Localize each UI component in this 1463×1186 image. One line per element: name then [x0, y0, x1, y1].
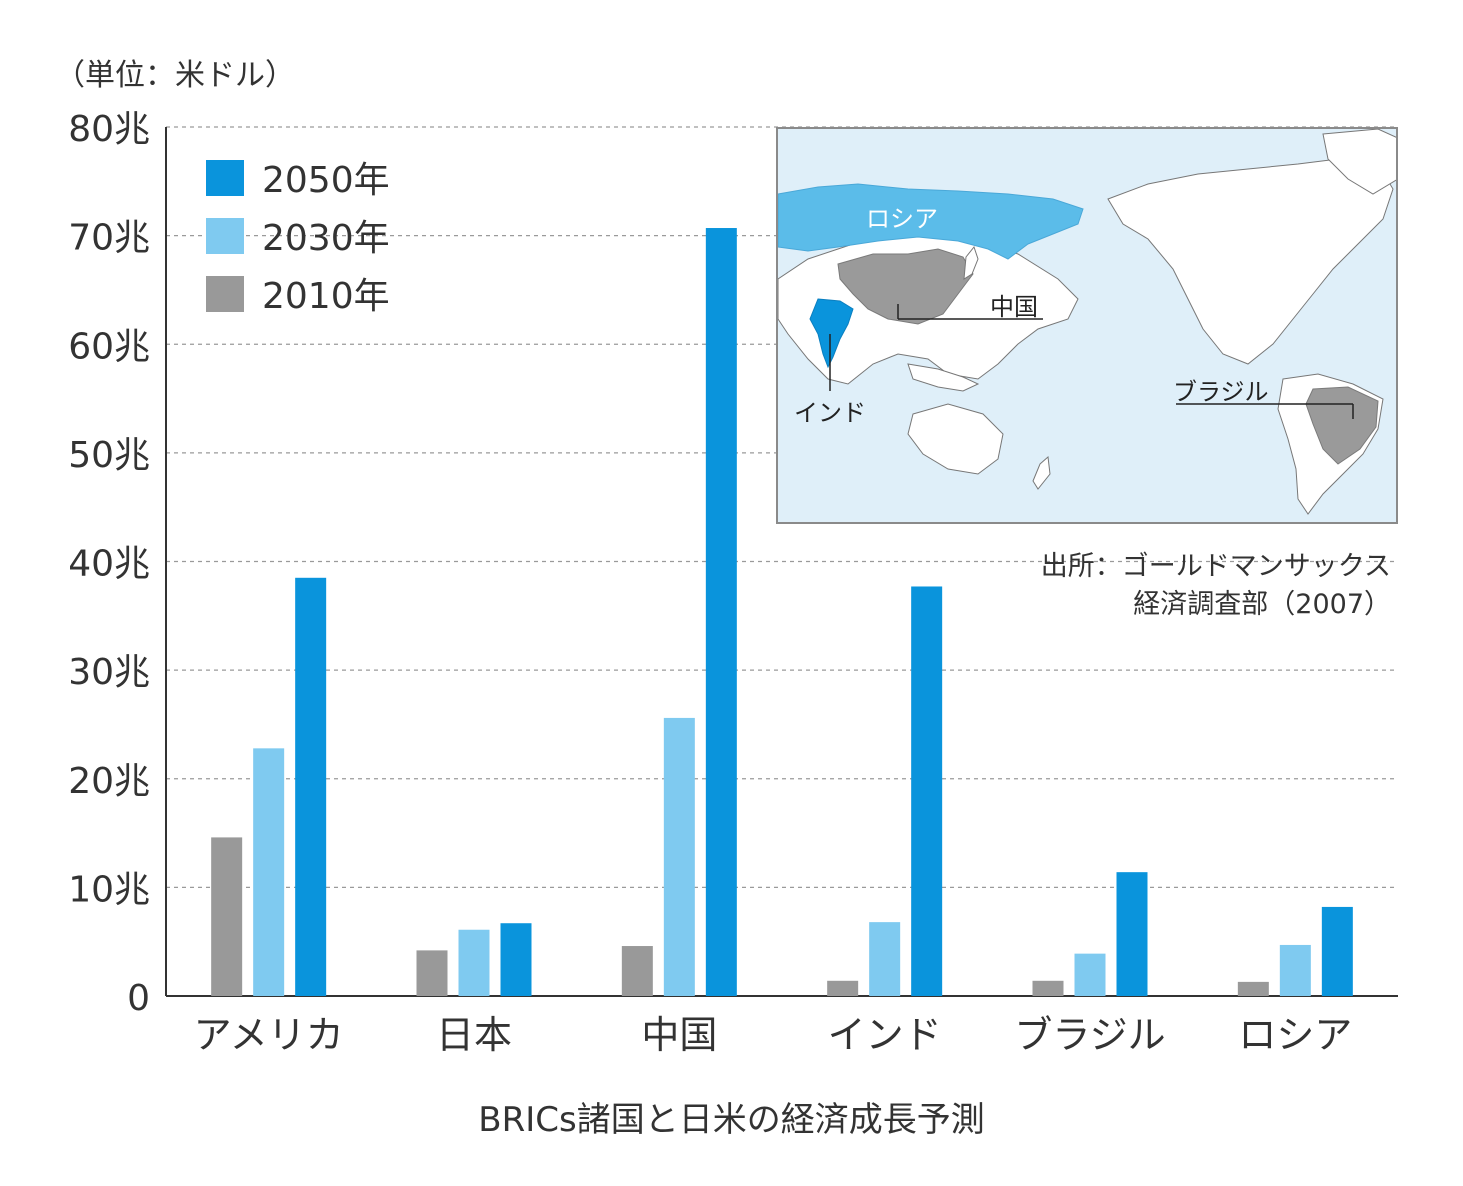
map-label-india: インド	[794, 399, 866, 427]
bar	[1116, 872, 1148, 996]
x-tick-label: 日本	[436, 1013, 512, 1057]
x-tick-label: アメリカ	[194, 1013, 344, 1057]
map-india	[809, 298, 854, 369]
legend-swatch	[206, 276, 244, 312]
chart-caption: BRICs諸国と日米の経済成長予測	[478, 1100, 985, 1140]
map-label-brazil: ブラジル	[1173, 378, 1269, 406]
source-line-1: 出所：ゴールドマンサックス	[1040, 551, 1391, 582]
source-note: 出所：ゴールドマンサックス 経済調査部（2007）	[1041, 548, 1391, 624]
world-map-graphic	[778, 129, 1396, 515]
world-map: ロシア 中国 インド ブラジル	[776, 127, 1398, 524]
bar	[1032, 980, 1064, 996]
y-tick-label: 30兆	[68, 652, 150, 693]
bar	[869, 922, 901, 996]
source-line-2: 経済調査部（2007）	[1133, 589, 1391, 620]
bar	[827, 980, 859, 996]
bar	[295, 577, 327, 996]
map-greenland	[1322, 129, 1396, 195]
x-tick-label: ブラジル	[1014, 1013, 1165, 1057]
legend-swatch	[206, 218, 244, 254]
x-tick-label: ロシア	[1238, 1013, 1352, 1057]
legend-label: 2050年	[262, 160, 390, 201]
map-japan	[963, 245, 979, 280]
y-tick-label: 70兆	[68, 218, 150, 259]
y-tick-label: 40兆	[68, 544, 150, 585]
bar	[500, 923, 532, 996]
map-label-china: 中国	[990, 293, 1038, 321]
y-tick-label: 0	[127, 978, 150, 1019]
legend-label: 2010年	[262, 276, 390, 317]
bar	[1321, 906, 1353, 996]
map-se-asia	[907, 363, 980, 392]
bar	[458, 929, 490, 996]
bar	[705, 228, 737, 997]
map-new-zealand	[1032, 455, 1051, 490]
y-tick-label: 50兆	[68, 435, 150, 476]
map-brazil	[1305, 386, 1379, 465]
map-label-russia: ロシア	[866, 205, 938, 233]
bar	[211, 837, 243, 996]
bar	[1237, 981, 1269, 996]
y-tick-label: 10兆	[68, 869, 150, 910]
y-tick-label: 60兆	[68, 326, 150, 367]
bar	[1279, 944, 1311, 996]
x-tick-label: 中国	[641, 1013, 717, 1057]
y-tick-label: 20兆	[68, 761, 150, 802]
x-tick-label: インド	[828, 1013, 942, 1057]
map-china	[837, 248, 974, 325]
y-tick-label: 80兆	[68, 109, 150, 150]
bar	[663, 717, 695, 996]
legend-label: 2030年	[262, 218, 390, 259]
map-north-america	[1107, 158, 1394, 365]
map-russia	[778, 183, 1084, 260]
bar	[253, 748, 285, 996]
bar	[416, 950, 448, 996]
bar	[911, 586, 943, 996]
bar	[1074, 953, 1106, 996]
map-australia	[907, 403, 1004, 475]
unit-label: （単位：米ドル）	[55, 58, 295, 93]
legend-swatch	[206, 160, 244, 196]
bar	[621, 946, 653, 996]
